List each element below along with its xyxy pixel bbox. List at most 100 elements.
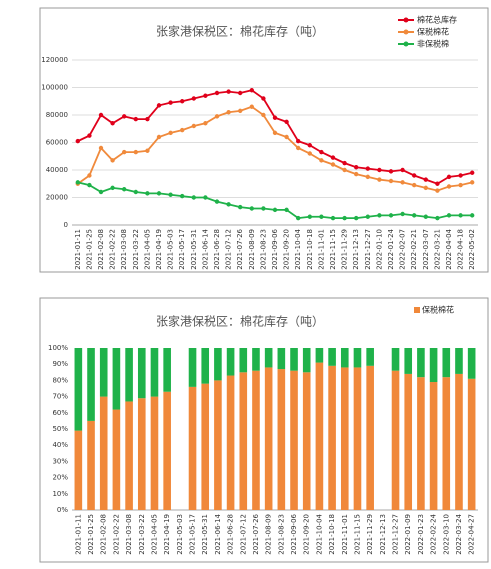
point	[470, 180, 475, 185]
y-tick-label: 30%	[52, 457, 68, 465]
point	[133, 189, 138, 195]
point	[307, 143, 312, 148]
legend-marker	[403, 41, 409, 47]
x-tick-label: 2021-11-29	[366, 514, 374, 555]
point	[388, 213, 394, 218]
point	[110, 158, 115, 163]
point	[272, 115, 278, 120]
bar-segment	[391, 370, 400, 510]
bar-segment	[239, 348, 248, 373]
bar-segment	[163, 391, 171, 510]
bar-segment	[467, 348, 476, 379]
x-tick-label: 2022-03-07	[422, 229, 430, 270]
bar-segment	[214, 380, 222, 510]
point	[122, 187, 127, 192]
x-tick-label: 2021-12-27	[392, 514, 400, 555]
x-tick-label: 2021-01-11	[74, 229, 82, 270]
point	[354, 215, 359, 221]
bar-segment	[391, 348, 400, 371]
point	[214, 114, 220, 119]
point	[75, 138, 81, 144]
bar-segment	[125, 348, 133, 402]
bar-segment	[467, 378, 476, 510]
chart-title: 张家港保税区：棉花库存（吨）	[156, 314, 324, 329]
point	[122, 149, 127, 155]
x-tick-label: 2021-02-22	[109, 229, 117, 270]
x-tick-label: 2021-05-31	[201, 514, 209, 555]
x-tick-label: 2021-03-08	[125, 514, 133, 555]
x-tick-label: 2022-04-27	[468, 514, 476, 555]
y-tick-label: 40000	[46, 166, 68, 174]
bar-segment	[264, 348, 273, 368]
bar-segment	[455, 373, 463, 510]
point	[156, 191, 162, 196]
bar-segment	[328, 365, 336, 510]
y-tick-label: 120000	[41, 56, 68, 64]
y-tick-label: 100000	[41, 84, 68, 92]
point	[133, 116, 138, 122]
point	[388, 178, 394, 184]
x-tick-label: 2021-10-04	[315, 513, 323, 554]
point	[238, 90, 243, 96]
bar-segment	[429, 382, 438, 510]
bar-segment	[125, 401, 133, 510]
point	[249, 88, 254, 93]
x-tick-label: 2021-09-20	[283, 229, 291, 270]
bar-segment	[112, 348, 121, 410]
x-tick-label: 2021-11-01	[341, 514, 349, 555]
point	[354, 171, 359, 177]
bar-segment	[226, 348, 235, 376]
y-tick-label: 70%	[52, 393, 68, 401]
x-tick-label: 2022-03-10	[442, 514, 450, 555]
point	[365, 174, 370, 180]
point	[330, 215, 336, 221]
x-tick-label: 2021-05-03	[176, 514, 184, 555]
x-tick-label: 2021-01-25	[85, 229, 93, 270]
point	[458, 213, 463, 218]
x-tick-label: 2021-12-13	[352, 229, 360, 270]
bar-segment	[290, 348, 298, 371]
bar-segment	[404, 348, 413, 374]
point	[458, 182, 463, 188]
bar-segment	[442, 377, 451, 510]
x-tick-label: 2021-06-28	[227, 514, 235, 555]
x-tick-label: 2021-02-22	[112, 514, 120, 555]
point	[156, 134, 162, 140]
legend-label: 保税棉花	[422, 305, 454, 315]
y-tick-label: 20%	[52, 474, 68, 482]
point	[319, 149, 324, 155]
point	[435, 181, 440, 186]
bar-segment	[188, 386, 197, 510]
x-tick-label: 2022-01-10	[375, 229, 383, 270]
x-tick-label: 2022-03-21	[433, 229, 441, 270]
point	[377, 177, 382, 182]
bar-segment	[150, 396, 159, 510]
point	[412, 173, 417, 178]
bar-segment	[302, 372, 311, 510]
x-tick-label: 2021-10-18	[328, 514, 336, 555]
point	[470, 170, 475, 175]
x-tick-label: 2021-09-20	[303, 514, 311, 555]
x-tick-label: 2021-04-19	[163, 514, 171, 555]
bar-segment	[99, 348, 108, 397]
bar-segment	[239, 372, 248, 510]
point	[446, 213, 452, 218]
x-tick-label: 2021-09-06	[271, 228, 279, 269]
x-tick-label: 2021-08-23	[277, 514, 285, 555]
y-tick-label: 80%	[52, 376, 68, 384]
point	[435, 188, 440, 193]
y-tick-label: 0	[64, 221, 68, 229]
point	[400, 211, 405, 217]
x-tick-label: 2021-07-26	[252, 513, 260, 554]
point	[75, 180, 81, 185]
bar-segment	[201, 348, 210, 384]
point	[342, 160, 347, 166]
y-tick-label: 20000	[46, 194, 68, 202]
legend-marker	[403, 17, 409, 23]
point	[145, 191, 150, 196]
bar-segment	[302, 348, 311, 373]
x-tick-label: 2021-05-31	[190, 229, 198, 270]
bar-segment	[315, 348, 324, 363]
point	[377, 167, 382, 173]
